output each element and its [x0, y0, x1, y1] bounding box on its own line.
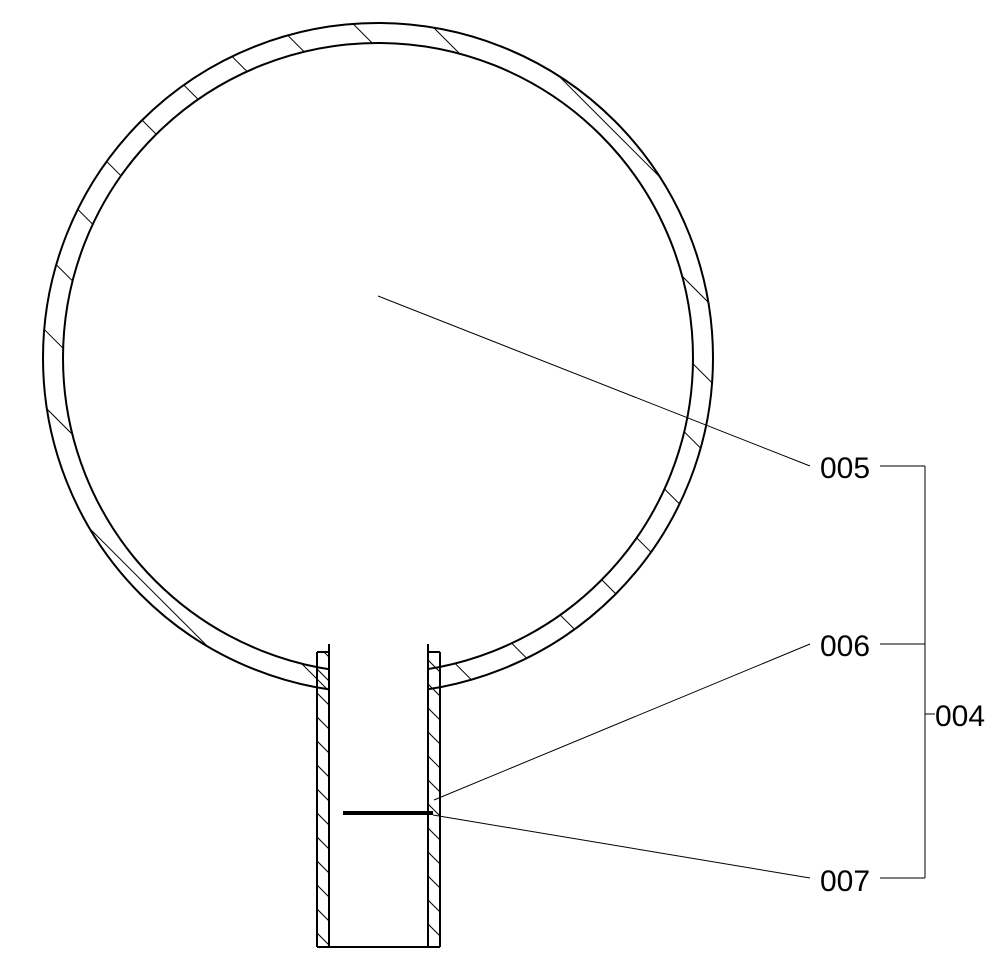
stem-cutout [328, 647, 429, 707]
outer-circle [43, 23, 713, 693]
ring-hatching [0, 0, 763, 968]
label-004: 004 [935, 700, 985, 734]
label-007: 007 [820, 865, 870, 899]
label-006: 006 [820, 630, 870, 664]
label-005: 005 [820, 452, 870, 486]
inner-circle [63, 43, 693, 673]
dimension-bracket [880, 466, 935, 878]
